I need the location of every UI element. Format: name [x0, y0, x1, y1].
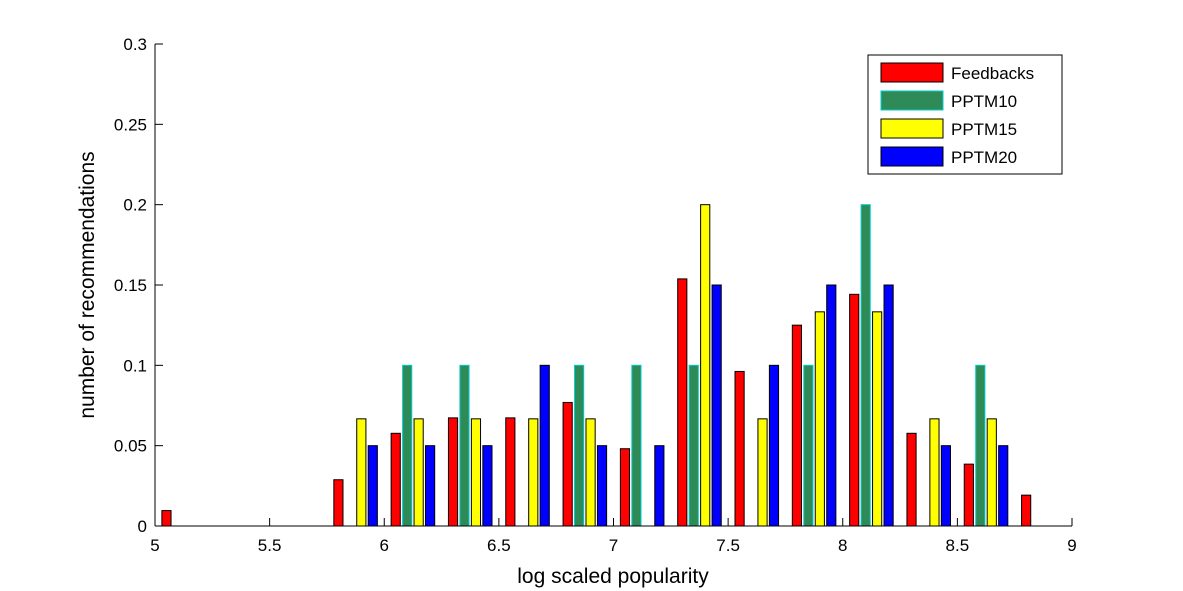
- bar-pptm15-11: [814, 311, 825, 527]
- bar-pptm10-9: [688, 364, 699, 527]
- x-tick-label: 8: [838, 536, 847, 555]
- bar-pptm10-4: [402, 364, 413, 527]
- x-tick-label: 8.5: [946, 536, 970, 555]
- bar-feedbacks-6: [505, 417, 516, 527]
- bar-pptm15-4: [413, 418, 424, 527]
- bar-pptm15-6: [528, 418, 539, 527]
- bar-pptm10-14: [975, 364, 986, 527]
- bar-pptm15-14: [986, 418, 997, 527]
- legend-label-pptm20: PPTM20: [951, 148, 1017, 167]
- bar-feedbacks-5: [447, 417, 459, 527]
- bar-pptm15-7: [585, 418, 596, 527]
- y-tick-label: 0.25: [114, 115, 147, 134]
- bar-feedbacks-4: [390, 432, 401, 527]
- bar-pptm15-5: [470, 418, 482, 527]
- legend-swatch-pptm15: [880, 118, 944, 139]
- bar-pptm10-7: [574, 364, 585, 527]
- y-tick-label: 0.1: [123, 356, 147, 375]
- legend: Feedbacks PPTM10 PPTM15 PPTM20: [867, 54, 1063, 175]
- y-axis-label: number of recommendations: [76, 151, 99, 418]
- bar-feedbacks-7: [562, 401, 573, 527]
- legend-swatch-feedbacks: [880, 62, 944, 83]
- bar-pptm20-11: [826, 284, 837, 527]
- y-tick-label: 0: [138, 517, 147, 536]
- bar-feedbacks-12: [849, 293, 860, 527]
- bar-pptm10-5: [459, 364, 470, 527]
- bar-pptm20-10: [768, 364, 780, 527]
- x-tick-label: 6: [380, 536, 389, 555]
- bar-pptm10-8: [631, 364, 642, 527]
- axes-group: 5 5.5 6 6.5 7 7.5 8 8.5 9 0 0.05 0.1 0.15 0.2 0.25 0.3: [114, 35, 1077, 555]
- legend-label-feedbacks: Feedbacks: [951, 64, 1034, 83]
- bar-pptm20-6: [539, 364, 550, 527]
- bar-feedbacks-13: [906, 432, 917, 527]
- bar-pptm20-9: [711, 284, 722, 527]
- legend-label-pptm15: PPTM15: [951, 120, 1017, 139]
- bar-pptm10-12: [860, 204, 871, 527]
- x-tick-label: 7.5: [716, 536, 740, 555]
- legend-swatch-pptm20: [880, 146, 944, 167]
- bar-feedbacks-8: [619, 448, 631, 527]
- bar-pptm20-7: [596, 445, 608, 527]
- bar-feedbacks-0: [161, 510, 172, 527]
- legend-label-pptm10: PPTM10: [951, 92, 1017, 111]
- bar-pptm20-13: [940, 445, 952, 527]
- y-tick-label: 0.2: [123, 196, 147, 215]
- bar-pptm15-9: [700, 204, 711, 527]
- x-axis-label: log scaled popularity: [517, 565, 709, 588]
- bar-pptm15-12: [872, 311, 883, 527]
- bar-pptm15-3: [356, 418, 367, 527]
- x-tick-label: 7: [609, 536, 618, 555]
- legend-swatch-pptm10: [880, 90, 944, 111]
- bar-pptm20-8: [654, 445, 665, 527]
- bar-pptm20-4: [425, 445, 436, 527]
- x-tick-label: 6.5: [487, 536, 511, 555]
- bar-pptm20-3: [367, 445, 378, 527]
- bar-pptm10-11: [803, 364, 814, 527]
- bar-pptm15-13: [929, 418, 940, 527]
- bar-pptm20-5: [482, 445, 493, 527]
- y-tick-label: 0.15: [114, 276, 147, 295]
- bar-feedbacks-11: [791, 324, 802, 527]
- y-tick-label: 0.3: [123, 35, 147, 54]
- bar-feedbacks-9: [677, 278, 688, 527]
- x-tick-label: 9: [1067, 536, 1076, 555]
- bar-feedbacks-10: [734, 370, 745, 527]
- bar-feedbacks-14: [963, 463, 974, 527]
- bar-feedbacks-3: [333, 479, 344, 527]
- bar-pptm20-14: [998, 445, 1009, 527]
- bar-feedbacks-15: [1021, 494, 1032, 527]
- x-tick-label: 5: [150, 536, 159, 555]
- y-tick-label: 0.05: [114, 437, 147, 456]
- bar-pptm15-10: [757, 418, 768, 527]
- bar-pptm20-12: [883, 284, 894, 527]
- x-tick-label: 5.5: [258, 536, 282, 555]
